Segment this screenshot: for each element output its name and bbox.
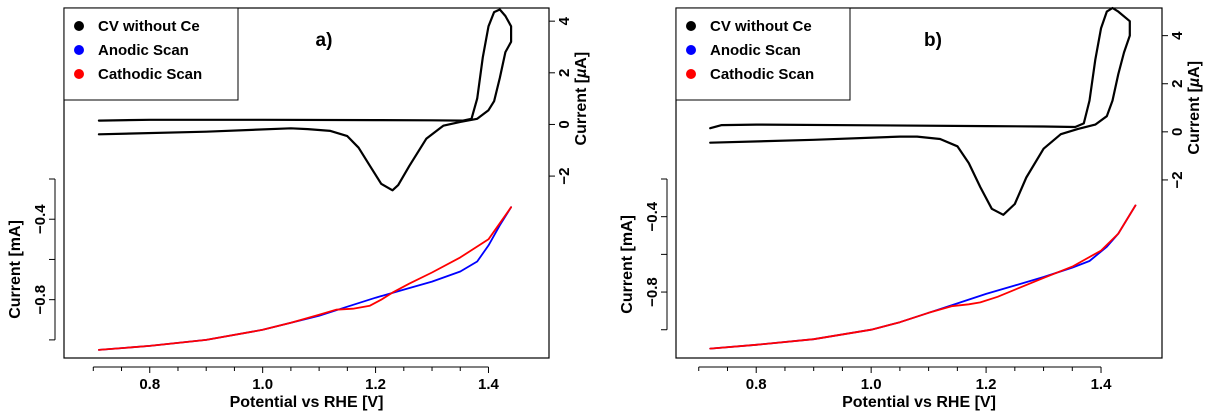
right-axis-label-part: A]: [573, 52, 590, 69]
legend-box: [675, 7, 851, 101]
right-tick-label: −2: [556, 168, 573, 185]
legend-marker: [74, 69, 84, 79]
panel-b: 0.8 1.0 1.2 1.4 Potential vs RHE [V] −0.4 −0.8…: [619, 6, 1203, 411]
x-axis: 0.8 1.0 1.2 1.4 Potential vs RHE [V]: [698, 366, 1113, 411]
legend-label: Anodic Scan: [98, 42, 189, 59]
legend-marker: [686, 69, 696, 79]
left-tick-label: −0.8: [32, 285, 49, 315]
right-y-axis: −2 0 2 4 Current [µA]: [548, 16, 590, 185]
right-axis-label: Current [µA]: [573, 52, 590, 146]
legend-box: [63, 7, 239, 101]
x-tick-label: 0.8: [746, 376, 767, 393]
x-tick-label: 0.8: [139, 376, 160, 393]
right-axis-label: Current [µA]: [1186, 61, 1203, 155]
right-tick-label: 0: [556, 120, 573, 128]
panel-label: a): [316, 30, 333, 51]
left-axis-label: Current [mA]: [619, 215, 636, 314]
legend: CV without Ce Anodic Scan Cathodic Scan: [63, 7, 239, 101]
plot-frame: [675, 7, 1163, 359]
left-axis-label: Current [mA]: [7, 220, 24, 319]
right-axis-label-part: A]: [1186, 61, 1203, 78]
left-tick-label: −0.4: [32, 204, 49, 234]
panel-label: b): [924, 30, 942, 51]
legend-label: Anodic Scan: [710, 42, 801, 59]
series-group: [709, 6, 1137, 350]
x-tick-label: 1.0: [861, 376, 882, 393]
right-y-axis: −2 0 2 4 Current [µA]: [1161, 31, 1203, 188]
legend-label: CV without Ce: [98, 18, 200, 35]
x-axis: 0.8 1.0 1.2 1.4 Potential vs RHE [V]: [92, 366, 500, 411]
right-axis-label-part: Current [: [1186, 86, 1203, 154]
right-axis-label-part: µ: [1186, 78, 1203, 88]
legend-label: Cathodic Scan: [98, 66, 202, 83]
right-tick-label: 2: [1169, 80, 1186, 88]
series-line-cathodic-scan: [98, 206, 512, 351]
legend: CV without Ce Anodic Scan Cathodic Scan: [675, 7, 851, 101]
series-line-cathodic-scan: [709, 204, 1137, 350]
legend-marker: [686, 45, 696, 55]
right-axis-label-part: Current [: [573, 77, 590, 145]
legend-marker: [74, 21, 84, 31]
legend-label: Cathodic Scan: [710, 66, 814, 83]
right-tick-label: 0: [1169, 128, 1186, 136]
series-line-cv-without-ce: [97, 8, 513, 192]
series-line-anodic-scan: [709, 204, 1137, 350]
x-tick-label: 1.2: [976, 376, 997, 393]
x-tick-label: 1.2: [365, 376, 386, 393]
x-tick-label: 1.4: [478, 376, 500, 393]
legend-label: CV without Ce: [710, 18, 812, 35]
left-tick-label: −0.8: [644, 277, 661, 307]
right-tick-label: 2: [556, 69, 573, 77]
left-y-axis: −0.4 −0.8 Current [mA]: [619, 178, 668, 331]
x-axis-label: Potential vs RHE [V]: [230, 394, 384, 411]
right-tick-label: 4: [1169, 31, 1186, 40]
panel-a: 0.8 1.0 1.2 1.4 Potential vs RHE [V] −0.4 −0.8…: [7, 7, 590, 411]
series-line-cv-without-ce: [709, 6, 1131, 216]
right-tick-label: 4: [556, 16, 573, 25]
left-y-axis: −0.4 −0.8 Current [mA]: [7, 178, 56, 341]
series-line-anodic-scan: [98, 206, 512, 351]
plot-frame: [63, 7, 550, 359]
x-axis-label: Potential vs RHE [V]: [842, 394, 996, 411]
series-group: [97, 8, 513, 351]
right-axis-label-part: µ: [573, 69, 590, 79]
legend-marker: [686, 21, 696, 31]
x-tick-label: 1.0: [252, 376, 273, 393]
left-tick-label: −0.4: [644, 201, 661, 231]
x-tick-label: 1.4: [1091, 376, 1113, 393]
legend-marker: [74, 45, 84, 55]
right-tick-label: −2: [1169, 171, 1186, 188]
